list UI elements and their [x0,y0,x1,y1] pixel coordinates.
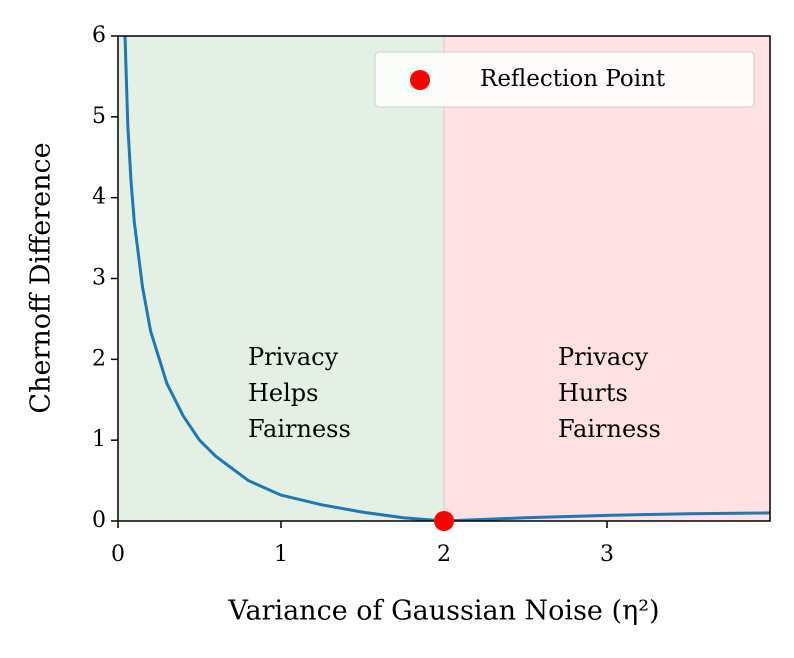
y-tick-label: 6 [92,23,106,48]
x-tick-label: 2 [437,542,451,567]
annotation-line: Privacy [248,343,339,371]
legend-label: Reflection Point [480,66,666,92]
line [123,36,770,521]
legend-marker [410,70,430,90]
y-tick-label: 5 [92,104,106,129]
reflection-point [434,511,454,531]
region [118,36,444,521]
y-tick-label: 2 [92,346,106,371]
y-tick-label: 0 [92,508,106,533]
annotation-line: Helps [248,379,319,407]
annotation: Privacy Helps Fairness [248,343,351,443]
annotation-line: Fairness [248,415,351,443]
legend-box [374,51,755,108]
x-tick-label: 3 [600,542,614,567]
x-tick-label: 0 [111,542,125,567]
annotation-line: Hurts [558,379,628,407]
annotation: Privacy Hurts Fairness [558,343,661,443]
annotation-line: Privacy [558,343,649,371]
y-tick-label: 1 [92,427,106,452]
y-axis-label: Chernoff Difference [26,142,57,413]
region [444,36,770,521]
y-tick-label: 4 [92,185,106,210]
x-tick-label: 1 [274,542,288,567]
x-axis-label: Variance of Gaussian Noise (η²) [227,596,659,627]
annotation-line: Fairness [558,415,661,443]
y-tick-label: 3 [92,266,106,291]
